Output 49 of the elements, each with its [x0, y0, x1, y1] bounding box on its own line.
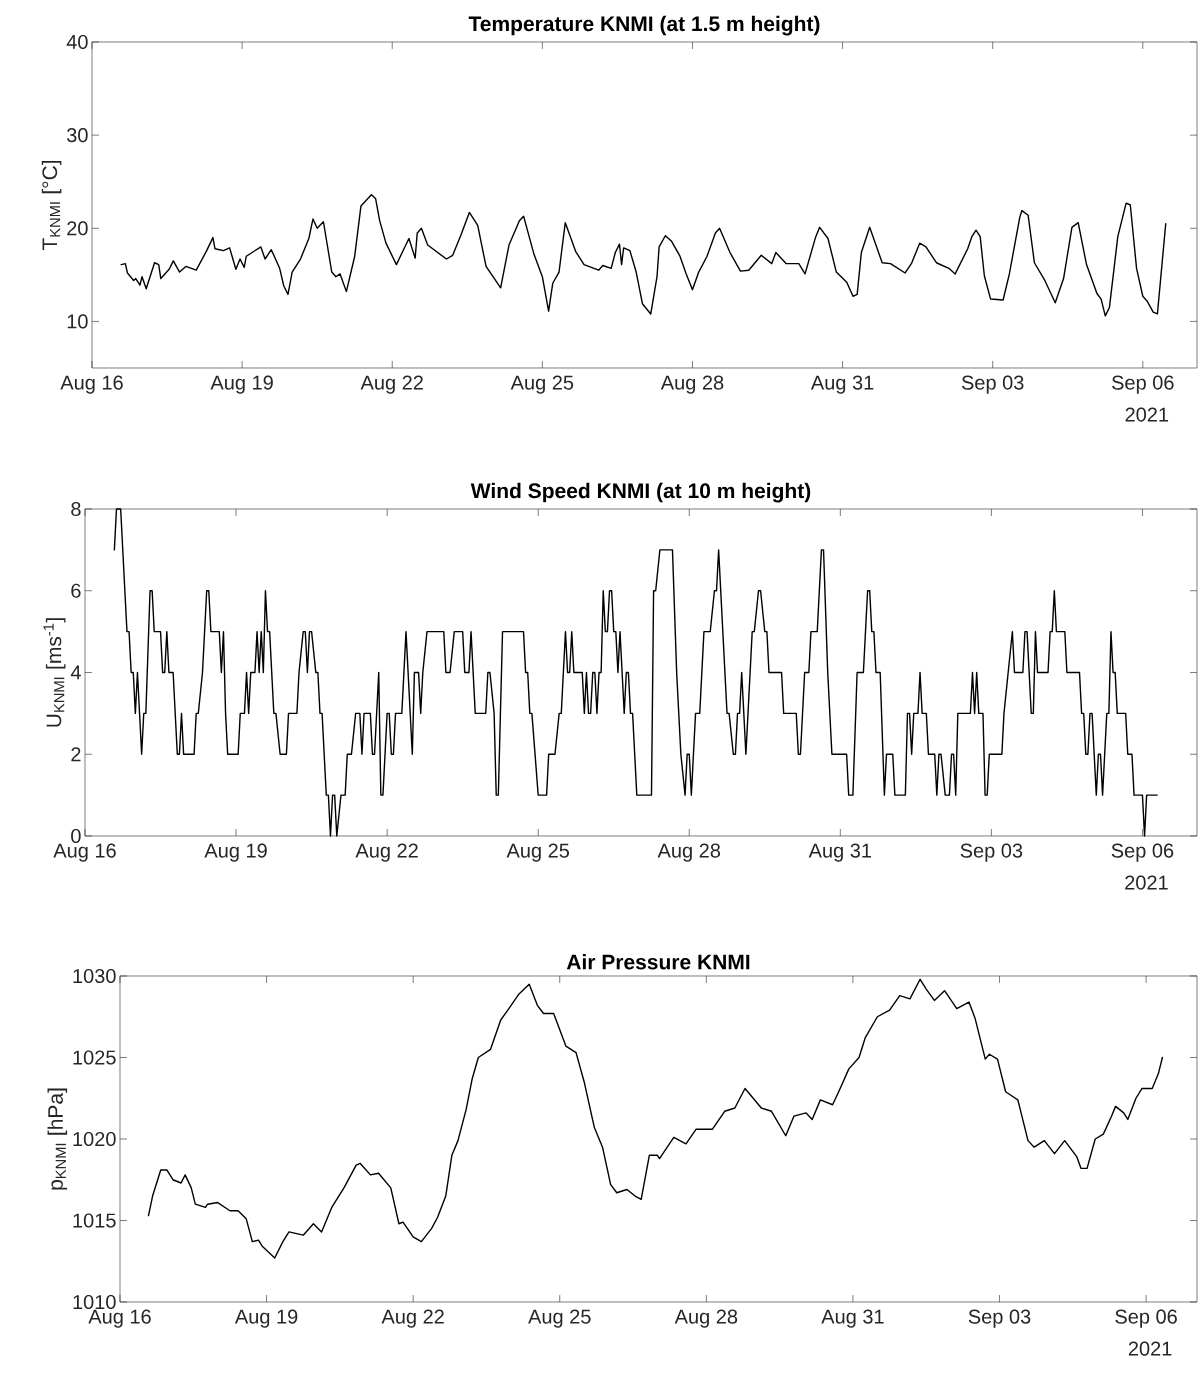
line-series: [147, 978, 1164, 1259]
x-tick-label: Aug 25: [510, 375, 574, 394]
y-tick-label: 40: [66, 34, 88, 50]
x-tick-label: Sep 06: [1111, 843, 1174, 862]
x-tick-label: Aug 16: [60, 375, 123, 394]
x-tick-label: Sep 06: [1115, 1309, 1177, 1328]
y-tick-label: 30: [66, 128, 88, 143]
text: 2021: [1128, 1341, 1172, 1356]
x-tick-label: Aug 16: [88, 1309, 151, 1328]
x-tick-label: Sep 03: [968, 1309, 1031, 1328]
x-tick-label: Sep 03: [961, 375, 1024, 394]
line-series: [120, 194, 1167, 317]
x-tick-label: Aug 28: [674, 1309, 738, 1328]
y-tick-label: 1010: [73, 1294, 116, 1310]
y-tick-label: 20: [67, 221, 88, 236]
x-tick-label: Aug 22: [381, 1309, 444, 1328]
x-tick-label: Aug 19: [204, 843, 267, 862]
y-axis-title: U$_{KNMI}$ [ms$^{-1}$]: [43, 618, 66, 727]
x-tick-label: Aug 19: [234, 1309, 298, 1328]
y-tick-label: 1015: [73, 1213, 116, 1228]
x-tick-label: Aug 25: [506, 843, 570, 862]
chart-title: Wind Speed KNMI (at 10 m height): [470, 482, 811, 503]
text: 2021: [1125, 875, 1168, 890]
x-tick-label: Aug 31: [808, 843, 872, 862]
y-tick-label: 1020: [73, 1131, 116, 1147]
y-axis-title: T$_{KNMI}$ [°C]: [41, 160, 62, 251]
x-tick-label: Aug 31: [821, 1309, 884, 1328]
y-axis-title: p$_{KNMI}$ [hPa]: [47, 1088, 68, 1190]
y-tick-label: 2: [71, 747, 81, 762]
x-tick-label: Aug 31: [810, 375, 874, 394]
x-tick-label: Aug 22: [355, 843, 418, 862]
x-tick-label: Sep 06: [1112, 375, 1174, 394]
y-tick-label: 10: [67, 314, 88, 329]
chart-title: Air Pressure KNMI: [566, 954, 750, 970]
x-tick-label: Aug 28: [660, 375, 724, 394]
x-tick-label: Aug 25: [528, 1309, 591, 1328]
text: 2021: [1125, 407, 1169, 422]
y-tick-label: 6: [71, 583, 81, 598]
x-tick-label: Aug 19: [210, 375, 273, 394]
x-tick-label: Aug 22: [360, 375, 423, 394]
x-tick-label: Sep 03: [960, 843, 1023, 862]
y-tick-label: 1025: [73, 1050, 116, 1065]
y-tick-label: 1030: [73, 968, 116, 984]
x-tick-label: Aug 16: [53, 843, 116, 862]
y-tick-label: 0: [71, 828, 81, 844]
chart-title: Temperature KNMI (at 1.5 m height): [468, 15, 820, 36]
x-tick-label: Aug 28: [657, 843, 721, 862]
y-tick-label: 4: [70, 665, 81, 680]
y-tick-label: 8: [71, 501, 81, 517]
